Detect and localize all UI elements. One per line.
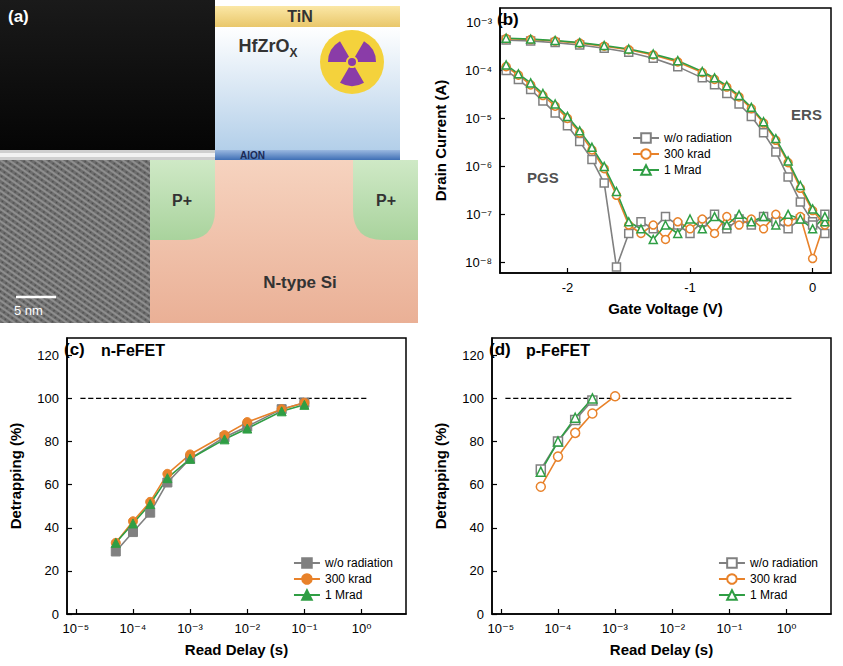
svg-text:10⁻²: 10⁻² <box>234 621 260 636</box>
svg-text:P+: P+ <box>376 192 396 209</box>
svg-text:Gate Voltage (V): Gate Voltage (V) <box>608 300 723 317</box>
svg-text:10⁻⁵: 10⁻⁵ <box>62 621 89 636</box>
svg-text:-1: -1 <box>684 280 696 295</box>
svg-text:1 Mrad: 1 Mrad <box>750 588 787 602</box>
svg-text:300 krad: 300 krad <box>325 572 372 586</box>
svg-text:1 Mrad: 1 Mrad <box>325 588 362 602</box>
svg-text:w/o radiation: w/o radiation <box>324 556 393 570</box>
svg-text:w/o radiation: w/o radiation <box>663 131 732 145</box>
svg-text:20: 20 <box>45 563 59 578</box>
svg-text:100: 100 <box>37 391 59 406</box>
svg-text:10⁻³: 10⁻³ <box>466 15 492 30</box>
svg-text:10⁻⁵: 10⁻⁵ <box>487 621 514 636</box>
svg-text:10⁻⁷: 10⁻⁷ <box>466 207 492 222</box>
svg-text:-2: -2 <box>562 280 574 295</box>
svg-text:60: 60 <box>470 477 484 492</box>
svg-text:w/o radiation: w/o radiation <box>749 556 818 570</box>
svg-text:80: 80 <box>470 434 484 449</box>
svg-text:10⁻¹: 10⁻¹ <box>717 621 743 636</box>
svg-text:10⁻³: 10⁻³ <box>177 621 203 636</box>
svg-text:80: 80 <box>45 434 59 449</box>
svg-text:10⁰: 10⁰ <box>352 621 372 636</box>
svg-text:5 nm: 5 nm <box>14 303 43 318</box>
svg-text:10⁻⁴: 10⁻⁴ <box>120 621 147 636</box>
svg-text:Read Delay (s): Read Delay (s) <box>185 641 288 658</box>
svg-text:PGS: PGS <box>527 169 559 186</box>
svg-text:TiN: TiN <box>287 8 312 25</box>
svg-text:10⁻⁶: 10⁻⁶ <box>465 159 492 174</box>
svg-text:1 Mrad: 1 Mrad <box>664 163 701 177</box>
svg-text:60: 60 <box>45 477 59 492</box>
svg-text:Drain Current (A): Drain Current (A) <box>432 80 449 202</box>
svg-text:300 krad: 300 krad <box>750 572 797 586</box>
svg-text:10⁻³: 10⁻³ <box>602 621 628 636</box>
svg-text:300 krad: 300 krad <box>664 147 711 161</box>
svg-text:Detrapping (%): Detrapping (%) <box>7 423 24 530</box>
svg-text:(c): (c) <box>64 340 85 359</box>
svg-text:Read Delay (s): Read Delay (s) <box>610 641 713 658</box>
svg-text:Detrapping (%): Detrapping (%) <box>432 423 449 530</box>
svg-text:20: 20 <box>470 563 484 578</box>
svg-text:P+: P+ <box>172 192 192 209</box>
svg-text:120: 120 <box>37 348 59 363</box>
svg-text:0: 0 <box>52 607 59 622</box>
svg-text:10⁰: 10⁰ <box>777 621 797 636</box>
svg-text:10⁻⁸: 10⁻⁸ <box>465 255 492 270</box>
svg-text:p-FeFET: p-FeFET <box>526 342 590 359</box>
svg-text:HfZrOX: HfZrOX <box>238 36 297 60</box>
svg-text:N-type Si: N-type Si <box>263 273 337 292</box>
svg-text:10⁻⁴: 10⁻⁴ <box>465 63 492 78</box>
svg-text:10⁻⁴: 10⁻⁴ <box>545 621 572 636</box>
svg-text:ERS: ERS <box>791 106 822 123</box>
svg-text:10⁻¹: 10⁻¹ <box>292 621 318 636</box>
svg-text:(b): (b) <box>497 10 519 29</box>
svg-text:120: 120 <box>462 348 484 363</box>
svg-text:AlON: AlON <box>240 150 265 161</box>
svg-text:0: 0 <box>477 607 484 622</box>
svg-text:n-FeFET: n-FeFET <box>101 342 165 359</box>
svg-text:0: 0 <box>809 280 816 295</box>
svg-text:10⁻⁵: 10⁻⁵ <box>465 111 492 126</box>
svg-text:(d): (d) <box>489 340 511 359</box>
svg-text:40: 40 <box>45 520 59 535</box>
svg-text:10⁻²: 10⁻² <box>659 621 685 636</box>
svg-text:40: 40 <box>470 520 484 535</box>
svg-text:(a): (a) <box>8 7 29 26</box>
svg-text:100: 100 <box>462 391 484 406</box>
